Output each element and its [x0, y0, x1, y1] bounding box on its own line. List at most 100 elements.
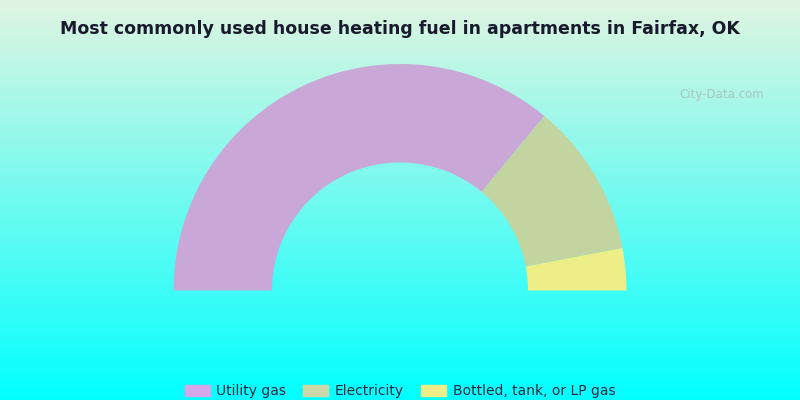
Bar: [0, 209, 800, 211]
Bar: [0, 0, 800, 1]
Bar: [0, 263, 800, 264]
Bar: [0, 15, 800, 16]
Bar: [0, 372, 800, 373]
Bar: [0, 369, 800, 371]
Bar: [0, 360, 800, 361]
Bar: [0, 51, 800, 52]
Bar: [0, 68, 800, 69]
Bar: [0, 285, 800, 287]
Bar: [0, 323, 800, 324]
Bar: [0, 200, 800, 201]
Bar: [0, 143, 800, 144]
Bar: [0, 304, 800, 305]
Bar: [0, 336, 800, 337]
Bar: [0, 276, 800, 277]
Bar: [0, 265, 800, 267]
Bar: [0, 279, 800, 280]
Bar: [0, 195, 800, 196]
Bar: [0, 147, 800, 148]
Bar: [0, 367, 800, 368]
Bar: [0, 225, 800, 227]
Bar: [0, 329, 800, 331]
Bar: [0, 24, 800, 25]
Legend: Utility gas, Electricity, Bottled, tank, or LP gas: Utility gas, Electricity, Bottled, tank,…: [180, 380, 620, 400]
Bar: [0, 17, 800, 19]
Bar: [0, 180, 800, 181]
Bar: [0, 241, 800, 243]
Bar: [0, 179, 800, 180]
Bar: [0, 247, 800, 248]
Bar: [0, 227, 800, 228]
Bar: [0, 61, 800, 63]
Bar: [0, 211, 800, 212]
Bar: [0, 296, 800, 297]
Bar: [0, 105, 800, 107]
Bar: [0, 335, 800, 336]
Bar: [0, 252, 800, 253]
Bar: [0, 149, 800, 151]
Bar: [0, 293, 800, 295]
Bar: [0, 97, 800, 99]
Bar: [0, 8, 800, 9]
Bar: [0, 215, 800, 216]
Bar: [0, 280, 800, 281]
Bar: [0, 88, 800, 89]
Bar: [0, 332, 800, 333]
Bar: [0, 25, 800, 27]
Bar: [0, 388, 800, 389]
Bar: [0, 277, 800, 279]
Bar: [0, 340, 800, 341]
Bar: [0, 273, 800, 275]
Bar: [0, 69, 800, 71]
Bar: [0, 20, 800, 21]
Bar: [0, 152, 800, 153]
Bar: [0, 268, 800, 269]
Bar: [0, 59, 800, 60]
Bar: [0, 312, 800, 313]
Bar: [0, 21, 800, 23]
Bar: [0, 64, 800, 65]
Bar: [0, 41, 800, 43]
Bar: [0, 145, 800, 147]
Bar: [0, 108, 800, 109]
Bar: [0, 188, 800, 189]
Bar: [0, 281, 800, 283]
Bar: [0, 320, 800, 321]
Bar: [0, 328, 800, 329]
Bar: [0, 275, 800, 276]
Bar: [0, 140, 800, 141]
Bar: [0, 84, 800, 85]
Bar: [0, 56, 800, 57]
Bar: [0, 169, 800, 171]
Bar: [0, 109, 800, 111]
Bar: [0, 229, 800, 231]
Text: Most commonly used house heating fuel in apartments in Fairfax, OK: Most commonly used house heating fuel in…: [60, 20, 740, 38]
Bar: [0, 120, 800, 121]
Bar: [0, 196, 800, 197]
Bar: [0, 96, 800, 97]
Bar: [0, 103, 800, 104]
Bar: [0, 160, 800, 161]
Bar: [0, 228, 800, 229]
Bar: [0, 125, 800, 127]
Bar: [0, 396, 800, 397]
Bar: [0, 337, 800, 339]
Bar: [0, 79, 800, 80]
Bar: [0, 3, 800, 4]
Bar: [0, 7, 800, 8]
Bar: [0, 144, 800, 145]
Bar: [0, 236, 800, 237]
Bar: [0, 248, 800, 249]
Bar: [0, 259, 800, 260]
Bar: [0, 67, 800, 68]
Bar: [0, 208, 800, 209]
Bar: [0, 117, 800, 119]
Bar: [0, 9, 800, 11]
Bar: [0, 184, 800, 185]
Bar: [0, 361, 800, 363]
Bar: [0, 341, 800, 343]
Bar: [0, 153, 800, 155]
Bar: [0, 311, 800, 312]
Bar: [0, 95, 800, 96]
Bar: [0, 233, 800, 235]
